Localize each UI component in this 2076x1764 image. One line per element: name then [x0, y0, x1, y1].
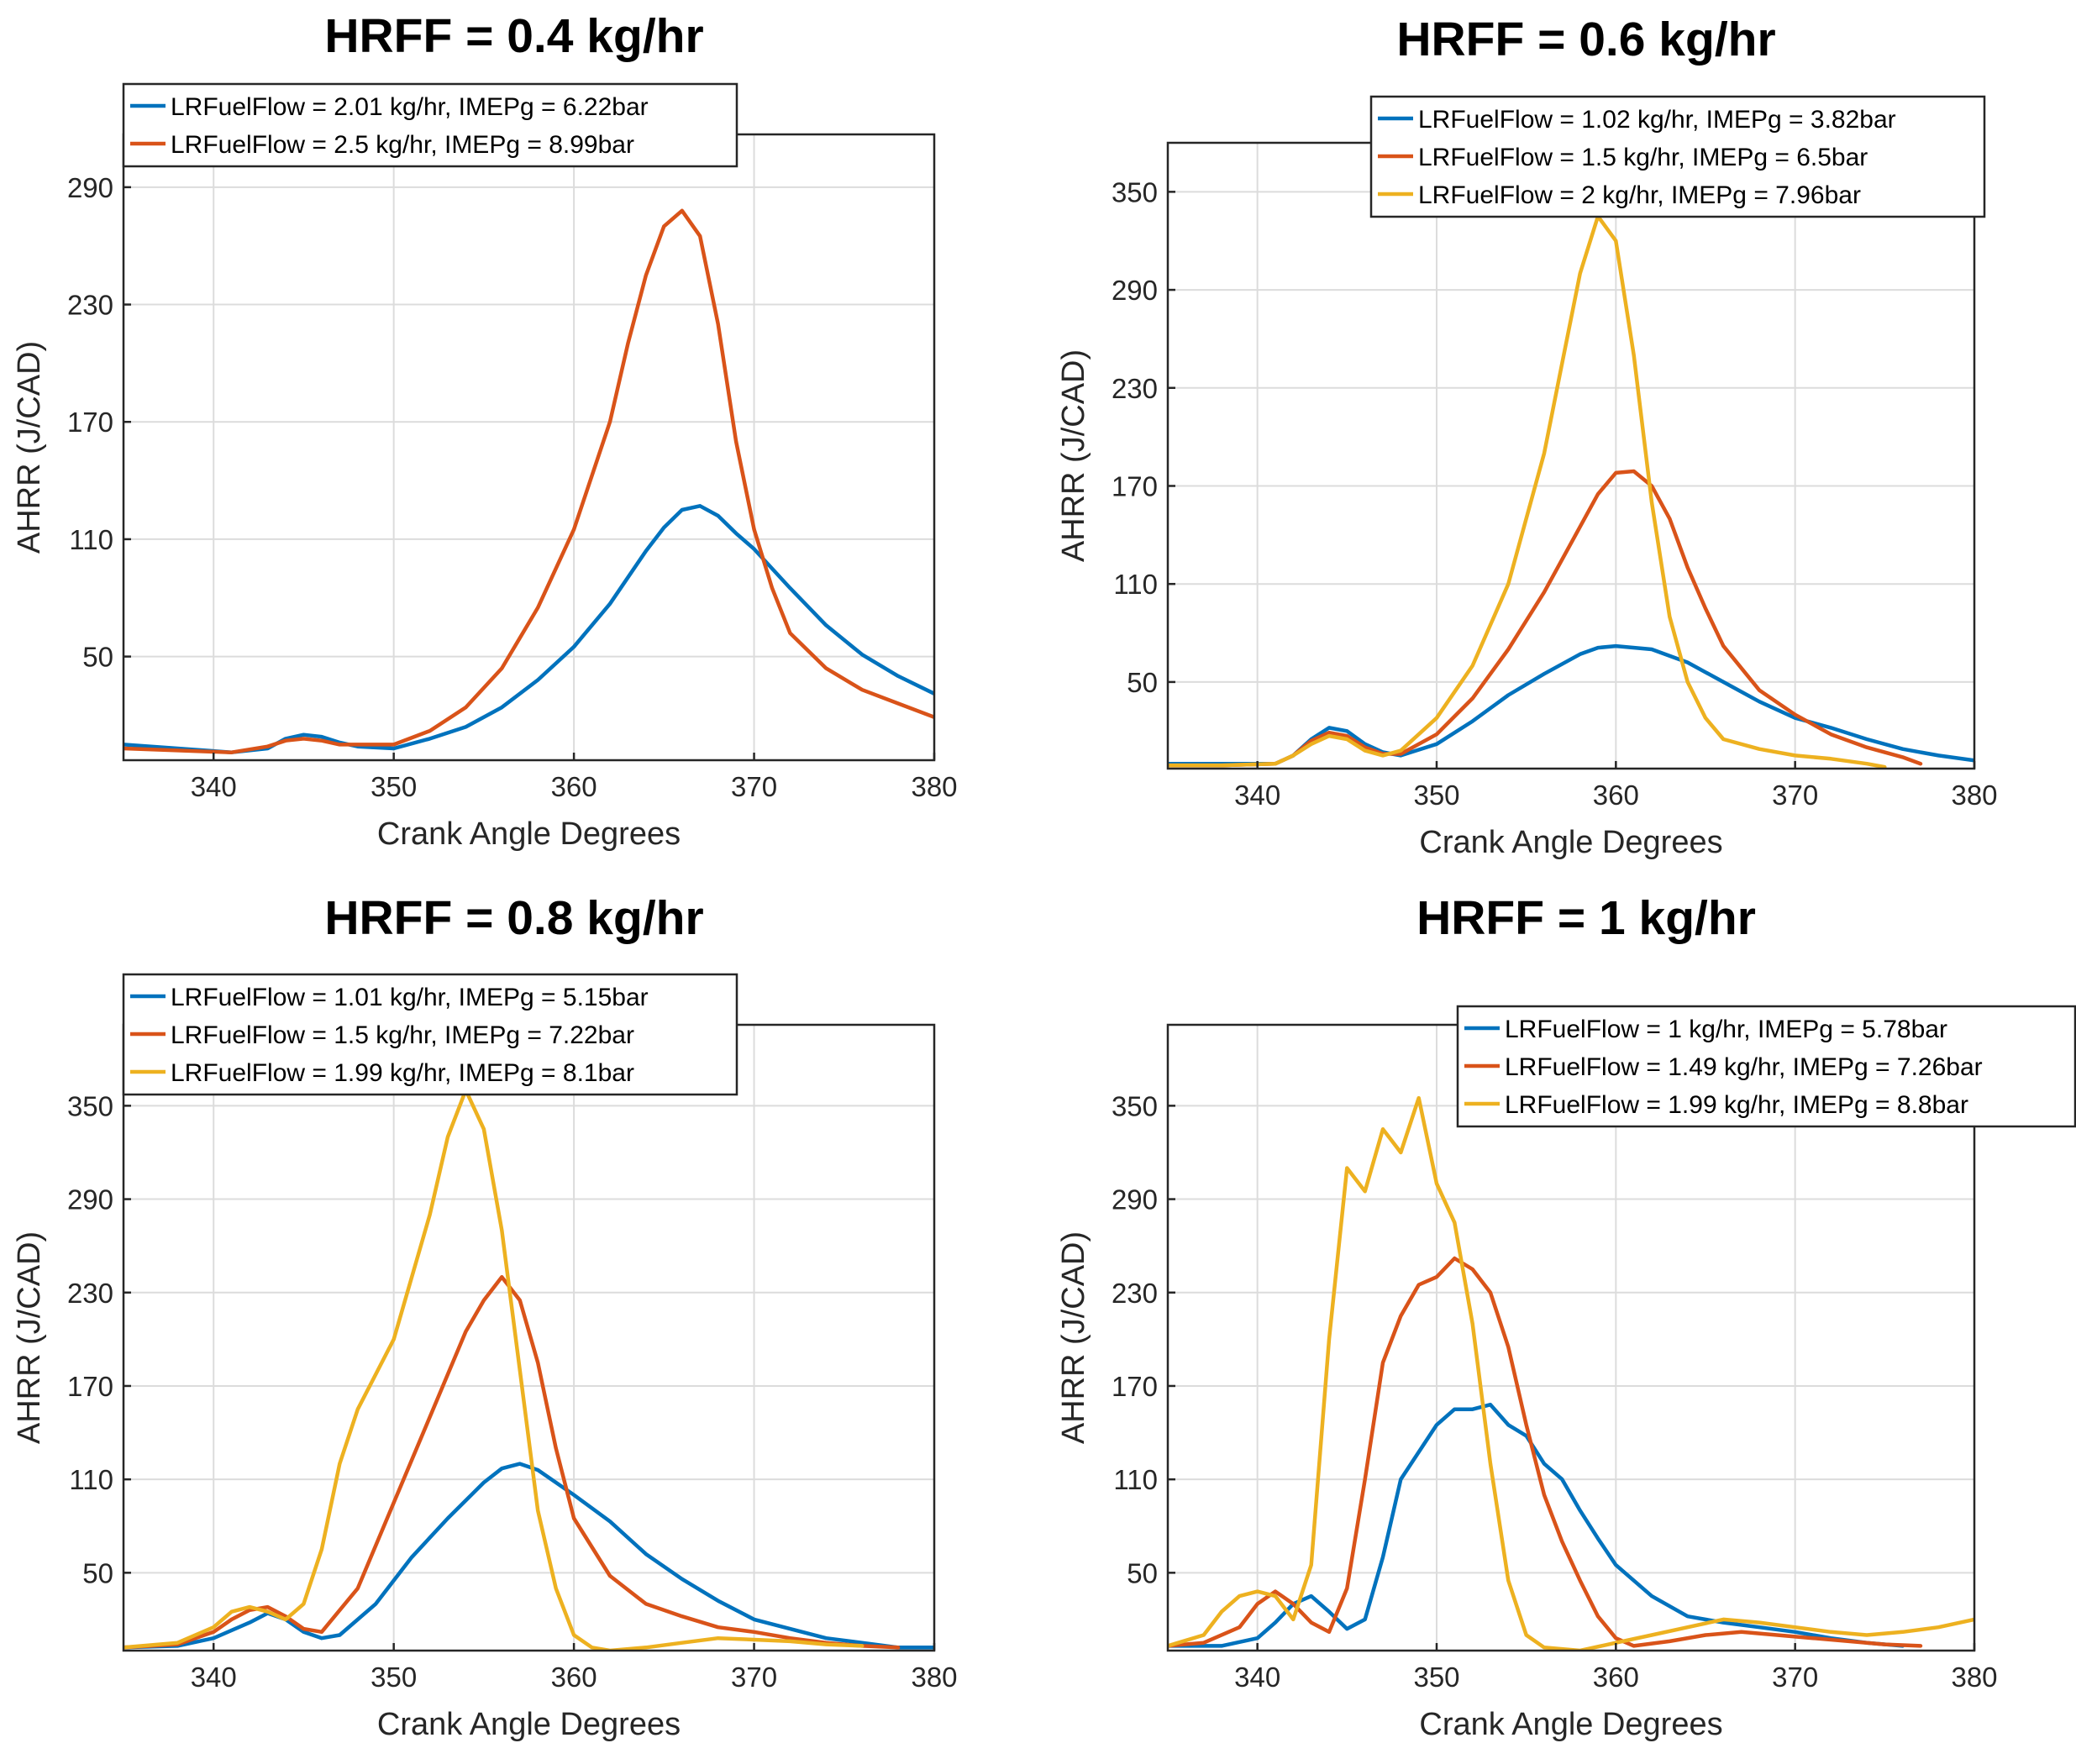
series-line-0 — [1168, 643, 1974, 766]
x-tick-label: 340 — [191, 1662, 237, 1693]
y-tick-label: 170 — [67, 1371, 113, 1402]
legend-box — [1369, 95, 1986, 218]
panel-hrff-0.6: 340 350 360 370 380 50 110 170 230 290 350 Crank An… — [1056, 13, 1998, 860]
y-tick-label: 110 — [69, 524, 113, 555]
x-tick-label: 350 — [371, 771, 417, 802]
legend-entry: LRFuelFlow = 2 kg/hr, IMEPg = 7.96bar — [1418, 181, 1861, 209]
y-tick-label: 170 — [1112, 1371, 1158, 1402]
x-tick-label: 370 — [731, 771, 777, 802]
y-tick-label: 110 — [1113, 569, 1158, 600]
y-axis-label: AHRR (J/CAD) — [12, 1231, 47, 1444]
y-tick-label: 170 — [1112, 470, 1158, 501]
x-axis-label: Crank Angle Degrees — [1419, 825, 1722, 860]
legend-box — [122, 82, 738, 168]
series-line-1 — [1168, 469, 1923, 768]
x-tick-label: 350 — [1413, 780, 1459, 811]
x-axis-label: Crank Angle Degrees — [377, 1707, 681, 1742]
y-axis-label: AHRR (J/CAD) — [12, 341, 47, 554]
chart-title: HRFF = 0.6 kg/hr — [1396, 13, 1775, 66]
y-tick-label: 50 — [1127, 1557, 1158, 1588]
y-tick-label: 290 — [67, 1184, 113, 1215]
legend: LRFuelFlow = 1 kg/hr, IMEPg = 5.78bar LRF… — [1456, 1005, 2076, 1128]
y-tick-label: 230 — [1112, 1278, 1158, 1309]
legend-entry: LRFuelFlow = 1.5 kg/hr, IMEPg = 6.5bar — [1418, 144, 1868, 171]
series-line-0 — [1168, 1402, 1905, 1648]
series-line-1 — [124, 208, 934, 754]
panel-hrff-0.8: 340 350 360 370 380 50 110 170 230 290 350 Crank An… — [12, 891, 958, 1742]
y-tick-label: 350 — [67, 1090, 113, 1121]
legend-entry: LRFuelFlow = 2.01 kg/hr, IMEPg = 6.22bar — [171, 93, 649, 121]
chart-title: HRFF = 0.8 kg/hr — [324, 891, 703, 945]
y-tick-label: 290 — [1112, 1184, 1158, 1215]
legend-box — [122, 973, 738, 1096]
y-tick-label: 230 — [67, 1278, 113, 1309]
series-line-2 — [124, 1088, 865, 1651]
legend-entry: LRFuelFlow = 1.99 kg/hr, IMEPg = 8.1bar — [171, 1059, 634, 1087]
plot-area — [124, 134, 934, 760]
x-tick-label: 380 — [911, 771, 957, 802]
y-tick-label: 350 — [1112, 176, 1158, 207]
x-tick-label: 340 — [191, 771, 237, 802]
panel-hrff-0.4: 340 350 360 370 380 50 110 170 230 290 Crank Angle… — [12, 9, 958, 852]
y-tick-label: 170 — [67, 407, 113, 438]
x-tick-label: 380 — [911, 1662, 957, 1693]
y-axis-label: AHRR (J/CAD) — [1056, 1231, 1091, 1444]
legend: LRFuelFlow = 1.01 kg/hr, IMEPg = 5.15bar… — [122, 973, 738, 1096]
x-tick-label: 340 — [1234, 1662, 1280, 1693]
y-tick-label: 50 — [1127, 667, 1158, 698]
legend-entry: LRFuelFlow = 2.5 kg/hr, IMEPg = 8.99bar — [171, 131, 634, 159]
plot-area — [1168, 143, 1974, 769]
chart-title: HRFF = 1 kg/hr — [1416, 891, 1756, 945]
x-axis-label: Crank Angle Degrees — [1419, 1707, 1722, 1742]
legend-entry: LRFuelFlow = 1.49 kg/hr, IMEPg = 7.26bar — [1505, 1053, 1983, 1081]
legend-entry: LRFuelFlow = 1.99 kg/hr, IMEPg = 8.8bar — [1505, 1091, 1968, 1119]
x-tick-label: 350 — [1413, 1662, 1459, 1693]
series-line-2 — [1168, 1095, 1974, 1651]
legend-entry: LRFuelFlow = 1.01 kg/hr, IMEPg = 5.15bar — [171, 984, 649, 1011]
y-axis-label: AHRR (J/CAD) — [1056, 349, 1091, 562]
chart-title: HRFF = 0.4 kg/hr — [324, 9, 703, 63]
legend: LRFuelFlow = 2.01 kg/hr, IMEPg = 6.22bar… — [122, 82, 738, 168]
x-tick-label: 360 — [551, 1662, 597, 1693]
series-line-2 — [1168, 214, 1887, 769]
x-axis-label: Crank Angle Degrees — [377, 816, 681, 852]
y-tick-label: 350 — [1112, 1090, 1158, 1121]
x-tick-label: 360 — [1593, 1662, 1639, 1693]
legend-box — [1456, 1005, 2076, 1128]
x-tick-label: 350 — [371, 1662, 417, 1693]
y-tick-label: 110 — [69, 1464, 113, 1495]
series-line-1 — [1168, 1256, 1923, 1648]
x-tick-label: 370 — [731, 1662, 777, 1693]
y-tick-label: 50 — [82, 1557, 113, 1588]
series-line-0 — [124, 504, 934, 754]
y-tick-label: 50 — [82, 642, 113, 673]
legend-entry: LRFuelFlow = 1.5 kg/hr, IMEPg = 7.22bar — [171, 1021, 634, 1049]
plot-area — [1168, 1025, 1974, 1651]
legend-entry: LRFuelFlow = 1.02 kg/hr, IMEPg = 3.82bar — [1418, 106, 1896, 134]
x-tick-label: 340 — [1234, 780, 1280, 811]
x-tick-label: 370 — [1772, 1662, 1818, 1693]
panel-hrff-1: 340 350 360 370 380 50 110 170 230 290 350 Crank An… — [1056, 891, 2076, 1742]
y-tick-label: 110 — [1113, 1464, 1158, 1495]
legend: LRFuelFlow = 1.02 kg/hr, IMEPg = 3.82bar… — [1369, 95, 1986, 218]
x-tick-label: 380 — [1951, 780, 1997, 811]
x-tick-label: 380 — [1951, 1662, 1997, 1693]
x-tick-label: 360 — [1593, 780, 1639, 811]
y-tick-label: 290 — [1112, 275, 1158, 306]
x-tick-label: 360 — [551, 771, 597, 802]
x-tick-label: 370 — [1772, 780, 1818, 811]
y-tick-label: 230 — [67, 290, 113, 321]
y-tick-label: 290 — [67, 172, 113, 203]
y-tick-label: 230 — [1112, 373, 1158, 404]
legend-entry: LRFuelFlow = 1 kg/hr, IMEPg = 5.78bar — [1505, 1016, 1947, 1043]
